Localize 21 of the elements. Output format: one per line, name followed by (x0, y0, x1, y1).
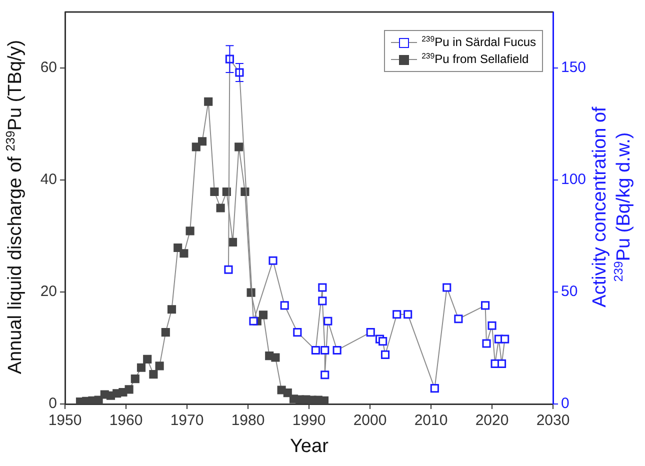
y2-tick-label: 0 (561, 395, 570, 412)
x-tick-label: 1990 (292, 412, 326, 430)
y-tick-label: 0 (48, 395, 57, 412)
y-tick-label: 40 (40, 171, 57, 188)
y2-tick-label: 100 (561, 171, 586, 188)
x-tick-label: 2020 (475, 412, 509, 430)
x-tick-label: 2030 (536, 412, 570, 430)
y2-axis-title: Activity concentration of $^{239}$Pu (Bq/kg d.w.) (588, 106, 635, 310)
legend-label: $^{239}$Pu from Sellafield (422, 51, 529, 68)
y2-tick-label: 150 (561, 59, 586, 76)
legend-label: $^{239}$Pu in Särdal Fucus (422, 34, 536, 51)
y-tick-label: 60 (40, 59, 57, 76)
y2-tick-label: 50 (561, 283, 578, 300)
x-axis-title: Year (290, 436, 328, 458)
x-tick-label: 2000 (353, 412, 387, 430)
x-tick-label: 1960 (109, 412, 143, 430)
x-tick-label: 1950 (48, 412, 82, 430)
x-tick-label: 2010 (414, 412, 448, 430)
x-tick-label: 1970 (170, 412, 204, 430)
y-tick-label: 20 (40, 283, 57, 300)
x-tick-label: 1980 (231, 412, 265, 430)
